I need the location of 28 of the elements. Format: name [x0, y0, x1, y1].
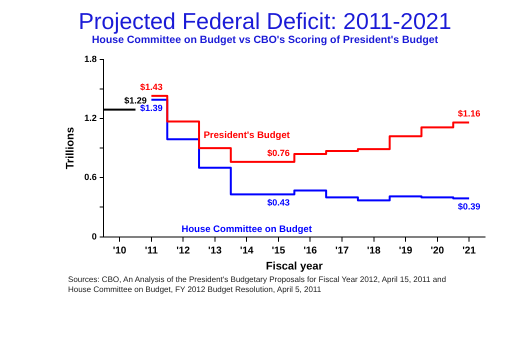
y-axis-title: Trillions — [64, 127, 77, 170]
x-tick-label: '19 — [398, 246, 413, 257]
source-note: Sources: CBO, An Analysis of the President's Budgetary Proposals for Fiscal Year 2012, April 15, 2011 and House Committee on Budget, FY 2012 Budget Resolution, April 5, 2011 — [68, 275, 448, 295]
data-label: $0.39 — [458, 201, 480, 212]
x-tick-label: '18 — [367, 246, 381, 257]
x-axis-title: Fiscal year — [266, 260, 324, 272]
x-tick-label: '15 — [272, 246, 286, 257]
text: House Committee on Budget — [182, 224, 313, 235]
x-tick-label: '20 — [430, 246, 445, 257]
y-tick-label: 1.2 — [84, 113, 97, 124]
chart-subtitle: House Committee on Budget vs CBO's Scoring of President's Budget — [90, 34, 440, 47]
data-label: $1.16 — [458, 108, 480, 118]
data-label: $1.43 — [140, 82, 163, 92]
series-label: President's Budget — [204, 130, 291, 141]
x-tick-label: '12 — [176, 246, 190, 257]
data-label: $0.43 — [267, 197, 290, 208]
x-tick-label: '21 — [462, 246, 476, 257]
chart-title: Projected Federal Deficit: 2011-2021 — [78, 8, 452, 34]
x-tick-label: '10 — [112, 246, 127, 257]
x-tick-label: '17 — [335, 246, 350, 257]
x-tick-label: '14 — [240, 246, 254, 257]
y-tick-label: 1.8 — [84, 54, 97, 64]
x-tick-label: '13 — [208, 246, 222, 257]
y-tick-label: 0 — [92, 231, 97, 242]
x-tick-label: '16 — [303, 246, 318, 257]
y-tick-label: 0.6 — [84, 172, 97, 182]
x-tick-label: '11 — [144, 246, 158, 257]
data-label: $0.76 — [267, 148, 290, 158]
